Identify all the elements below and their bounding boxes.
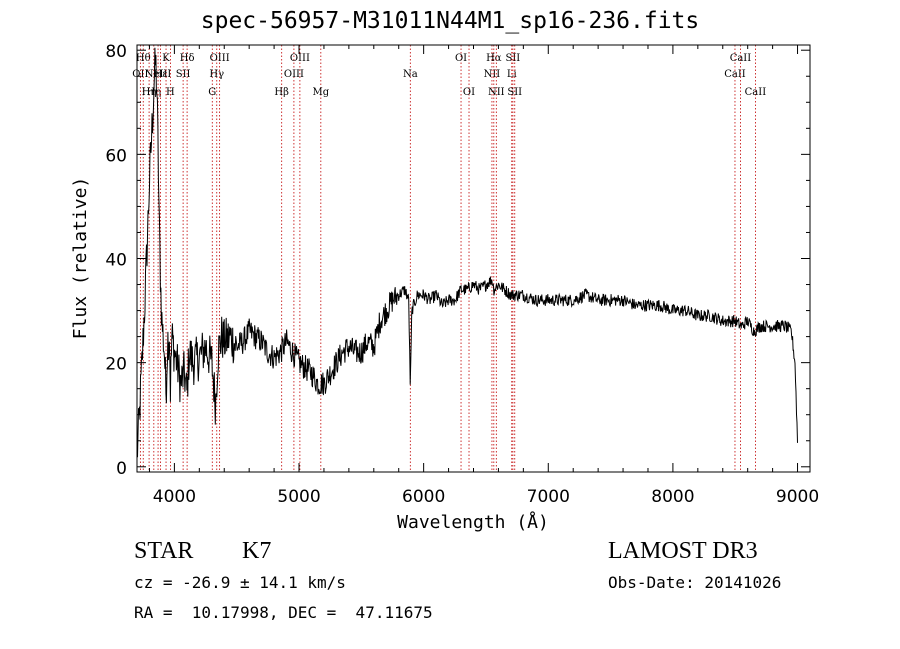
redshift-cz: cz = -26.9 ± 14.1 km/s	[134, 573, 346, 592]
line-marker-label: Hθ	[136, 53, 151, 64]
line-marker-label: NII	[488, 87, 505, 98]
survey-name: LAMOST DR3	[608, 538, 758, 564]
object-class: STAR	[134, 538, 194, 564]
line-marker-label: OII	[132, 69, 148, 80]
line-marker-label: Hδ	[180, 53, 195, 64]
line-marker-label: Hβ	[274, 87, 289, 98]
line-marker-label: OI	[455, 53, 467, 64]
line-marker-label: Na	[403, 69, 418, 80]
y-tick-label: 40	[105, 251, 127, 271]
line-marker-label: H	[166, 87, 175, 98]
line-marker-label: OIII	[210, 53, 230, 64]
line-marker-label: Hγ	[209, 69, 224, 80]
y-axis-label: Flux (relative)	[70, 177, 91, 340]
line-marker-label: SII	[506, 53, 521, 64]
x-tick-label: 9000	[776, 487, 819, 507]
line-marker-label: G	[208, 87, 216, 98]
y-tick-label: 20	[105, 355, 127, 375]
line-marker-label: OIII	[284, 69, 304, 80]
subclass: K7	[242, 538, 272, 564]
line-markers: OIIHθHηHηNeIIIHεKHSIIHδGHγOIIIHβOIIIOIII…	[132, 45, 766, 472]
line-marker-label: OI	[463, 87, 475, 98]
axis-ticks	[137, 45, 810, 472]
x-tick-label: 4000	[153, 487, 196, 507]
x-tick-label: 5000	[277, 487, 320, 507]
line-marker-label: Li	[507, 69, 517, 80]
line-marker-label: Hα	[486, 53, 502, 64]
x-tick-label: 7000	[527, 487, 570, 507]
line-marker-label: Mg	[313, 87, 330, 98]
line-marker-label: SII	[176, 69, 191, 80]
line-marker-label: Hη	[142, 87, 157, 98]
line-marker-label: CaII	[745, 87, 767, 98]
tick-labels: 4000 5000 6000 7000 8000 9000 0 20 40 60 80	[105, 42, 819, 507]
y-tick-label: 60	[105, 146, 127, 166]
line-marker-label: Hε	[154, 69, 168, 80]
flux-series	[136, 47, 798, 458]
y-tick-label: 0	[116, 459, 127, 479]
x-axis-label: Wavelength (Å)	[397, 511, 549, 533]
line-marker-label: CaII	[724, 69, 746, 80]
flux-line	[136, 47, 798, 458]
line-marker-label: OIII	[290, 53, 310, 64]
line-marker-label: NeIII	[145, 69, 172, 80]
y-tick-label: 80	[105, 42, 127, 62]
chart-title: spec-56957-M31011N44M1_sp16-236.fits	[200, 8, 700, 34]
plot-frame	[136, 44, 811, 473]
line-marker-label: K	[162, 53, 170, 64]
obs-date: Obs-Date: 20141026	[608, 573, 782, 592]
line-marker-label: NII	[484, 69, 501, 80]
x-tick-label: 6000	[402, 487, 445, 507]
coordinates: RA = 10.17998, DEC = 47.11675	[134, 603, 433, 622]
x-tick-label: 8000	[651, 487, 694, 507]
line-marker-label: CaII	[730, 53, 752, 64]
line-marker-label: SII	[507, 87, 522, 98]
